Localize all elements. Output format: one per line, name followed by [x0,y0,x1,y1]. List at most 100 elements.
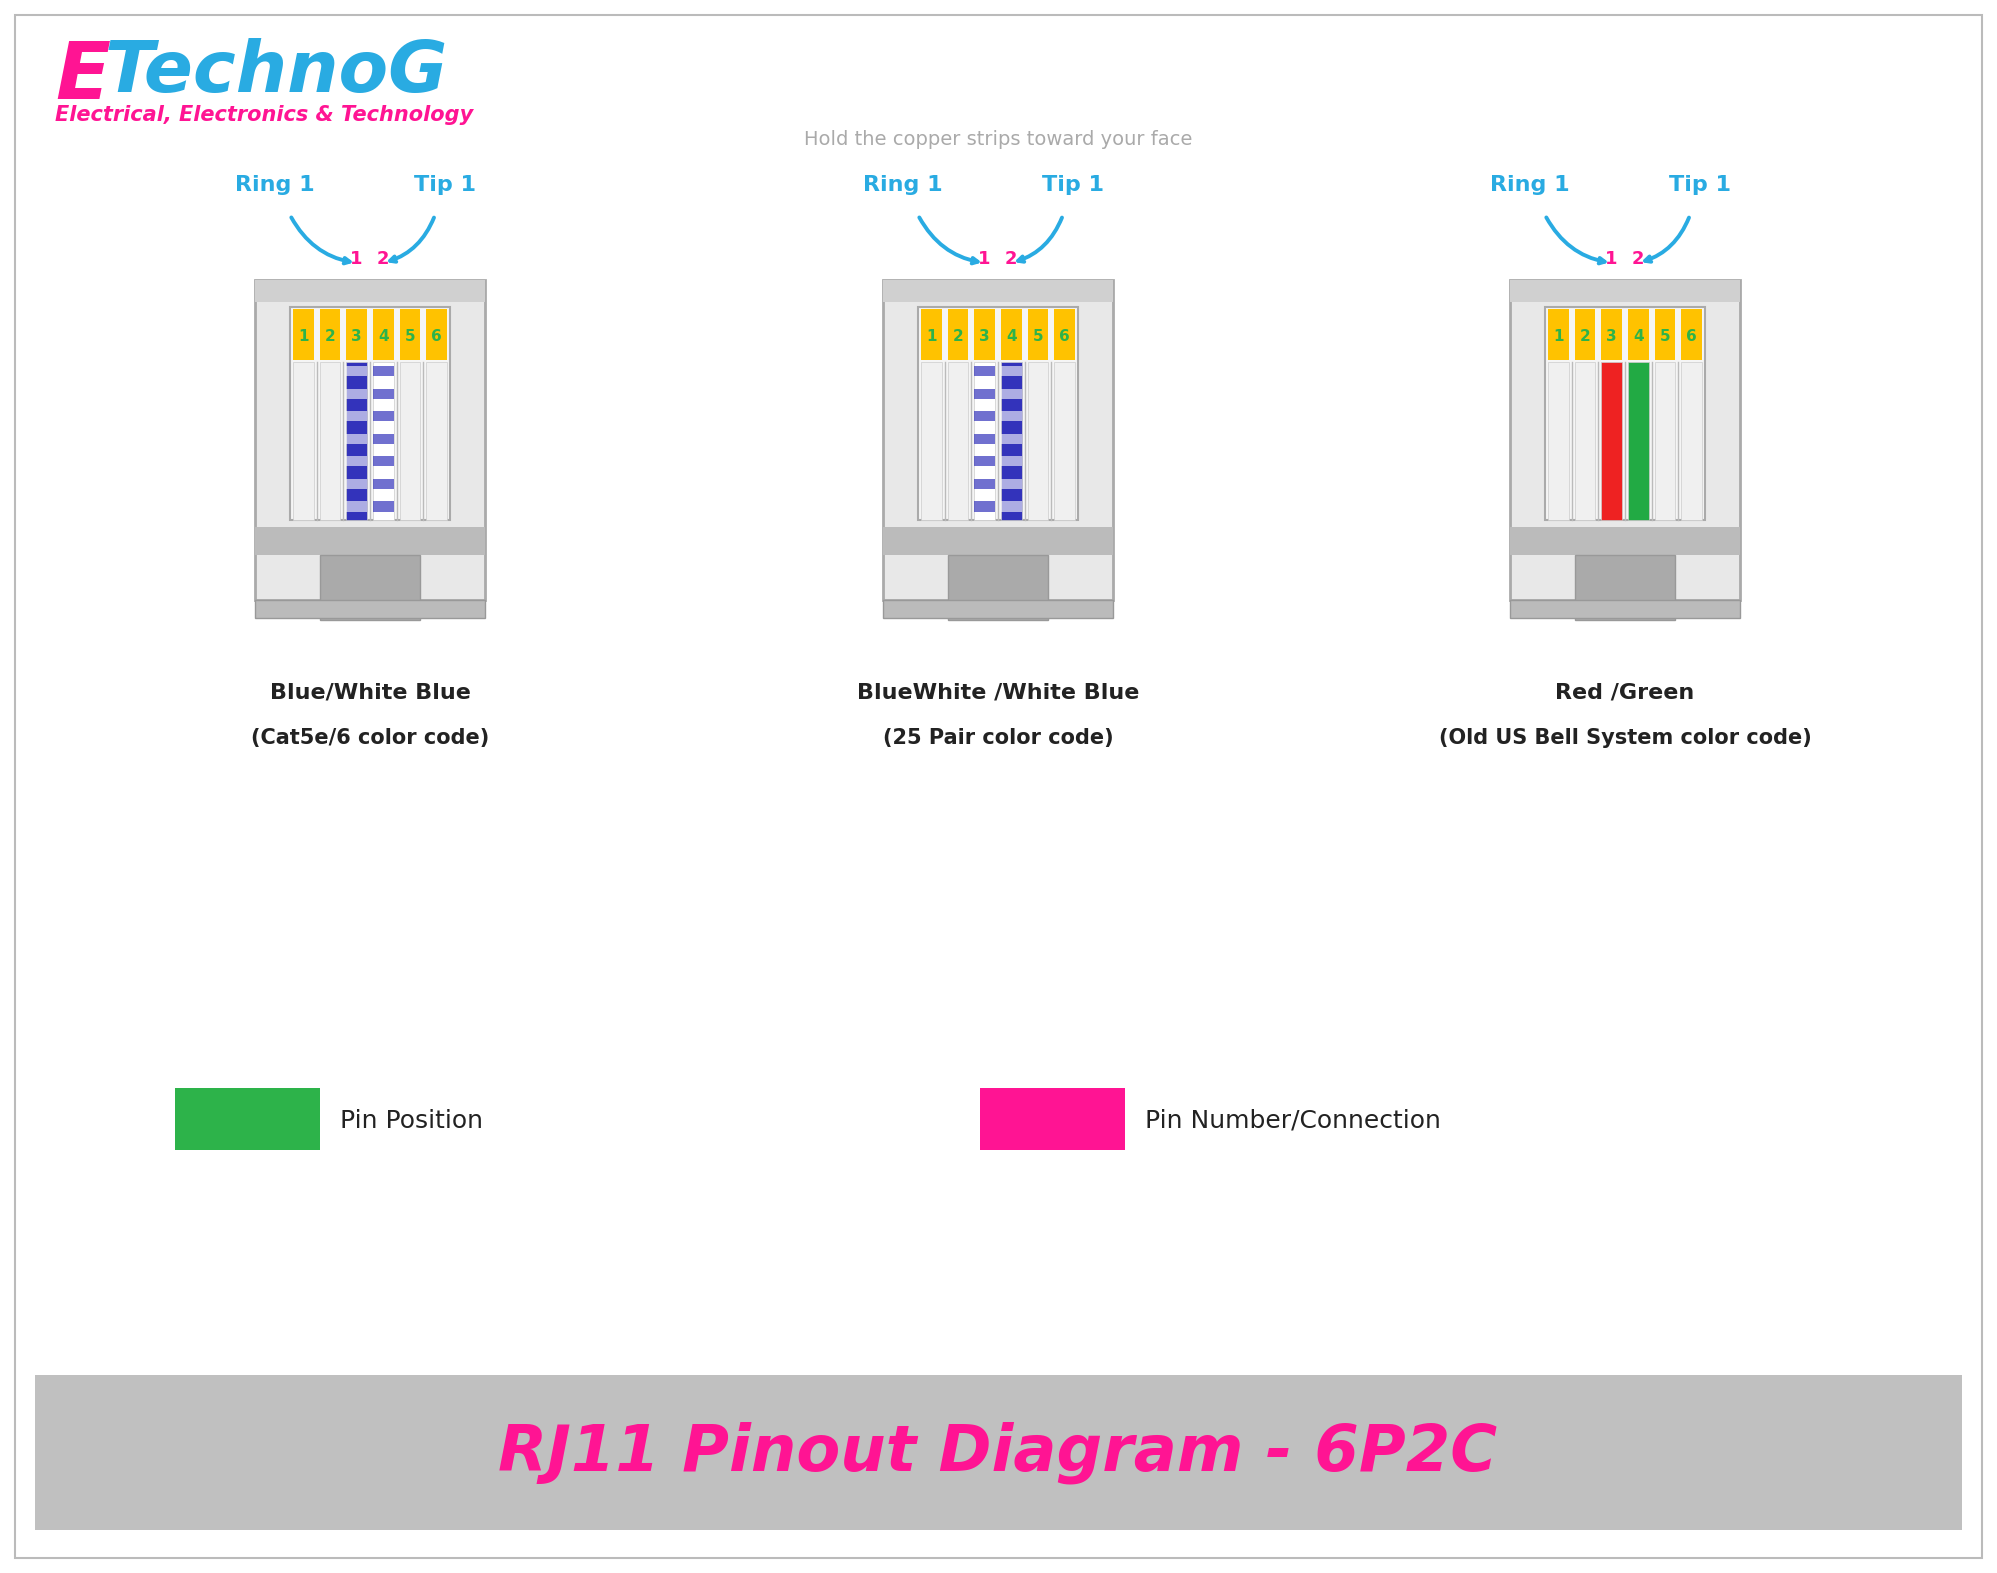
Text: 6: 6 [431,329,441,344]
FancyBboxPatch shape [256,280,485,599]
Text: 2: 2 [953,329,963,344]
FancyBboxPatch shape [373,434,393,444]
FancyBboxPatch shape [345,308,367,360]
FancyBboxPatch shape [1000,434,1022,444]
FancyBboxPatch shape [1656,362,1675,521]
FancyBboxPatch shape [345,502,367,511]
Text: 4: 4 [1006,329,1016,344]
Text: 6: 6 [1685,329,1697,344]
FancyBboxPatch shape [373,456,393,467]
FancyBboxPatch shape [256,527,485,555]
Text: (Old US Bell System color code): (Old US Bell System color code) [1438,728,1811,749]
FancyBboxPatch shape [256,280,485,302]
FancyBboxPatch shape [399,362,419,521]
Text: Tip 1: Tip 1 [1669,175,1731,195]
Text: 5: 5 [405,329,415,344]
FancyBboxPatch shape [373,308,393,360]
FancyBboxPatch shape [919,307,1078,521]
FancyBboxPatch shape [345,411,367,422]
FancyBboxPatch shape [345,434,367,444]
FancyBboxPatch shape [425,362,447,521]
FancyBboxPatch shape [975,308,995,360]
FancyBboxPatch shape [1028,308,1048,360]
Text: 1: 1 [1606,250,1618,267]
Text: RJ11 Pinout Diagram - 6P2C: RJ11 Pinout Diagram - 6P2C [499,1422,1498,1483]
Text: E: E [56,38,110,116]
Text: 1: 1 [1554,329,1564,344]
Text: 2: 2 [1004,250,1018,267]
FancyBboxPatch shape [921,362,943,521]
Text: 3: 3 [351,329,361,344]
FancyBboxPatch shape [425,308,447,360]
FancyBboxPatch shape [1000,367,1022,376]
FancyBboxPatch shape [1576,362,1596,521]
FancyBboxPatch shape [176,1089,320,1150]
FancyBboxPatch shape [294,308,314,360]
FancyBboxPatch shape [883,280,1112,599]
FancyBboxPatch shape [345,456,367,467]
FancyBboxPatch shape [345,389,367,398]
Text: 1: 1 [979,250,991,267]
FancyBboxPatch shape [975,434,995,444]
Text: (25 Pair color code): (25 Pair color code) [883,728,1112,749]
FancyBboxPatch shape [1576,555,1675,620]
Text: 2: 2 [326,329,335,344]
Text: (Cat5e/6 color code): (Cat5e/6 color code) [252,728,489,749]
FancyBboxPatch shape [1054,308,1074,360]
FancyBboxPatch shape [921,308,943,360]
Text: 1: 1 [349,250,363,267]
FancyBboxPatch shape [981,1089,1124,1150]
Text: 5: 5 [1660,329,1669,344]
FancyBboxPatch shape [373,502,393,511]
FancyBboxPatch shape [1510,599,1739,618]
FancyBboxPatch shape [1000,456,1022,467]
FancyBboxPatch shape [1602,362,1622,521]
FancyBboxPatch shape [975,411,995,422]
Text: Pin Number/Connection: Pin Number/Connection [1144,1109,1442,1133]
FancyBboxPatch shape [373,367,393,376]
FancyBboxPatch shape [1576,308,1596,360]
FancyBboxPatch shape [256,599,485,618]
Text: Ring 1: Ring 1 [1490,175,1570,195]
FancyBboxPatch shape [1602,308,1622,360]
Text: Ring 1: Ring 1 [863,175,943,195]
FancyBboxPatch shape [1000,478,1022,489]
FancyBboxPatch shape [345,362,367,521]
Text: Hold the copper strips toward your face: Hold the copper strips toward your face [805,131,1192,149]
FancyBboxPatch shape [1510,280,1739,302]
FancyBboxPatch shape [1628,308,1650,360]
FancyBboxPatch shape [1656,308,1675,360]
FancyBboxPatch shape [345,367,367,376]
FancyBboxPatch shape [1028,362,1048,521]
FancyBboxPatch shape [1510,527,1739,555]
FancyBboxPatch shape [1681,308,1701,360]
Text: Blue/White Blue: Blue/White Blue [270,683,471,703]
FancyBboxPatch shape [949,362,969,521]
Text: TechnoG: TechnoG [106,38,449,107]
FancyBboxPatch shape [1546,307,1705,521]
Text: 4: 4 [1634,329,1644,344]
FancyBboxPatch shape [975,362,995,521]
Text: 4: 4 [377,329,389,344]
Text: 1: 1 [298,329,310,344]
Text: 2: 2 [377,250,389,267]
Text: 3: 3 [1606,329,1618,344]
FancyBboxPatch shape [373,411,393,422]
FancyBboxPatch shape [373,362,393,521]
Text: 5: 5 [1032,329,1042,344]
FancyBboxPatch shape [883,599,1112,618]
FancyBboxPatch shape [294,362,314,521]
FancyBboxPatch shape [1628,362,1650,521]
Text: BlueWhite /White Blue: BlueWhite /White Blue [857,683,1138,703]
FancyBboxPatch shape [949,555,1048,620]
FancyBboxPatch shape [975,367,995,376]
FancyBboxPatch shape [16,16,1981,1557]
Text: 6: 6 [1058,329,1070,344]
FancyBboxPatch shape [320,308,339,360]
Text: 2: 2 [1632,250,1646,267]
Text: 1: 1 [927,329,937,344]
FancyBboxPatch shape [975,478,995,489]
FancyBboxPatch shape [320,362,339,521]
Text: Pin Position: Pin Position [339,1109,483,1133]
Text: Electrical, Electronics & Technology: Electrical, Electronics & Technology [56,105,473,124]
